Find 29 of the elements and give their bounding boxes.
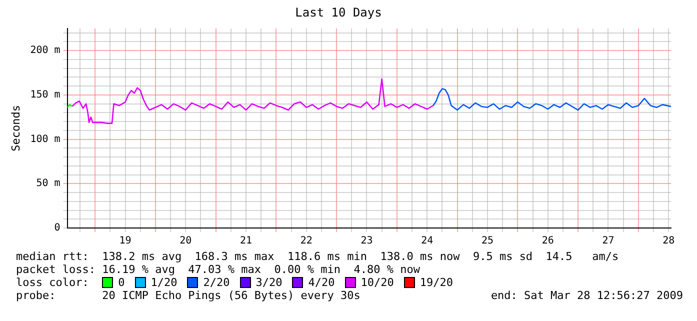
chart-title: Last 10 Days <box>295 5 382 20</box>
x-tick-label: 20 <box>180 236 192 247</box>
x-tick-label: 22 <box>300 236 312 247</box>
legend-label: 19/20 <box>420 276 453 289</box>
text: median rtt: 138.2 ms avg 168.3 ms max 118.6 ms min 138.0 ms now 9.5 ms sd 14.5 am/s <box>15 250 620 263</box>
x-tick-label: 26 <box>542 236 554 247</box>
x-tick-label: 24 <box>421 236 434 247</box>
y-tick-label: 150 m <box>30 90 60 101</box>
legend-label: 1/20 <box>150 276 178 289</box>
y-tick-label: 50 m <box>36 178 60 190</box>
legend-title: loss color: <box>16 276 90 289</box>
legend-label: 4/20 <box>308 276 335 289</box>
x-tick-label: 19 <box>119 236 132 247</box>
legend-label: 10/20 <box>360 276 394 289</box>
text: probe: 20 ICMP Echo Pings (56 Bytes) every 30s <box>16 289 360 302</box>
y-tick-label: 100 m <box>30 134 60 145</box>
legend-label: 3/20 <box>256 276 282 289</box>
y-tick-label: 200 m <box>30 45 60 56</box>
text: end: Sat Mar 28 12:56:27 2009 <box>490 289 683 302</box>
x-tick-label: 23 <box>360 236 373 247</box>
y-tick-label: 0 <box>54 222 60 234</box>
legend-label: 0 <box>118 276 125 289</box>
y-axis-title: Seconds <box>9 105 22 152</box>
x-tick-label: 28 <box>662 236 675 247</box>
x-tick-label: 21 <box>240 236 252 247</box>
legend-label: 2/20 <box>203 276 230 289</box>
x-tick-label: 27 <box>602 236 614 247</box>
x-tick-label: 25 <box>481 236 494 247</box>
text: packet loss: 16.19 % avg 47.03 % max 0.00 % min 4.80 % now <box>15 263 421 276</box>
